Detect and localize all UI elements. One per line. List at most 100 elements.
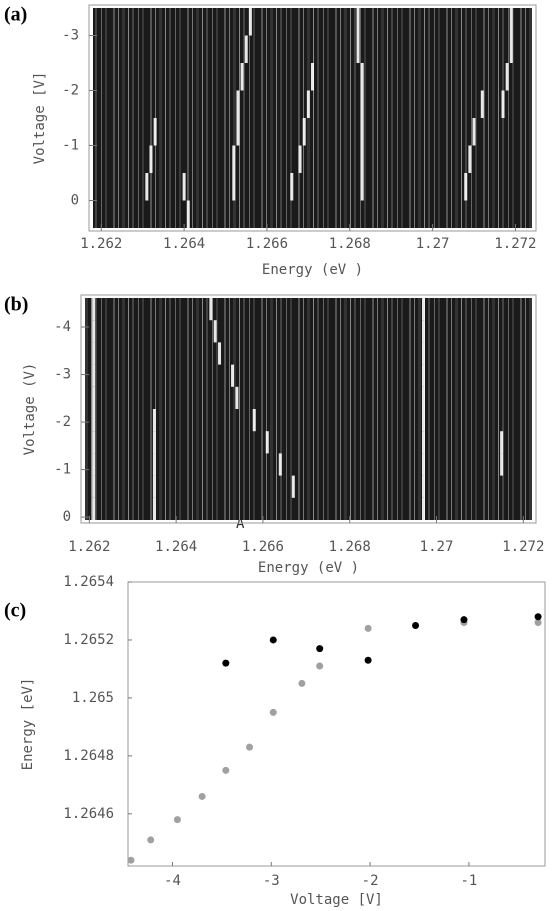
point xyxy=(412,621,420,629)
bright-line xyxy=(306,90,310,118)
bright-line xyxy=(145,173,149,201)
bright-line xyxy=(509,35,513,63)
y-tick-label: 1.265 xyxy=(72,690,114,706)
point xyxy=(222,766,230,774)
bright-line xyxy=(236,90,240,118)
x-tick-label: -3 xyxy=(263,873,280,889)
bright-line xyxy=(92,409,96,432)
panel-label: (b) xyxy=(4,294,28,316)
x-tick-label: 1.272 xyxy=(494,236,536,252)
bright-line xyxy=(422,386,426,409)
x-tick-label: 1.27 xyxy=(420,539,454,555)
bright-line xyxy=(422,409,426,432)
bright-line xyxy=(422,298,426,321)
bright-line xyxy=(422,431,426,454)
y-tick-label: 0 xyxy=(71,193,79,209)
bright-line xyxy=(152,453,156,476)
point xyxy=(127,856,135,864)
y-tick-label: 1.2654 xyxy=(63,574,114,590)
y-tick-label: -1 xyxy=(54,462,71,478)
bright-line xyxy=(92,342,96,365)
bright-line xyxy=(472,118,476,146)
bright-line xyxy=(92,386,96,409)
y-axis-label: Voltage (V) xyxy=(22,363,38,456)
bright-line xyxy=(422,453,426,476)
map-background xyxy=(93,8,532,228)
bright-line xyxy=(290,173,294,201)
bright-line xyxy=(92,320,96,343)
bright-line xyxy=(509,8,513,36)
bright-line xyxy=(92,298,96,321)
point xyxy=(460,616,468,624)
panel-label: (a) xyxy=(4,4,27,26)
bright-line xyxy=(153,118,157,146)
bright-line xyxy=(152,409,156,432)
x-tick-label: 1.266 xyxy=(246,236,288,252)
bright-line xyxy=(240,63,244,91)
bright-line xyxy=(501,90,505,118)
bright-line xyxy=(152,475,156,498)
y-tick-label: 1.2648 xyxy=(63,748,114,764)
map-background xyxy=(85,298,532,520)
y-tick-label: -3 xyxy=(54,367,71,383)
bright-line xyxy=(468,145,472,173)
bright-line xyxy=(422,342,426,365)
y-tick-label: -3 xyxy=(62,28,79,44)
point xyxy=(198,792,206,800)
point xyxy=(298,679,306,687)
bright-line xyxy=(360,173,364,201)
x-tick-label: 1.262 xyxy=(80,236,122,252)
bright-line xyxy=(302,118,306,146)
bright-line xyxy=(360,118,364,146)
point xyxy=(534,619,542,627)
bright-line xyxy=(265,431,269,454)
bright-line xyxy=(500,431,504,454)
frame xyxy=(127,581,546,867)
bright-line xyxy=(92,475,96,498)
x-tick-label: 1.27 xyxy=(416,236,450,252)
bright-line xyxy=(311,63,314,91)
y-tick-label: 0 xyxy=(63,509,71,525)
x-tick-label: -2 xyxy=(362,873,379,889)
point xyxy=(173,816,181,824)
bright-line xyxy=(360,145,364,173)
bright-line xyxy=(480,90,484,118)
bright-line xyxy=(92,431,96,454)
bright-line xyxy=(92,364,96,387)
y-tick-label: -4 xyxy=(54,319,71,335)
x-tick-label: -1 xyxy=(460,873,477,889)
bright-line xyxy=(152,497,156,520)
bright-line xyxy=(231,364,235,387)
y-tick-label: -1 xyxy=(62,138,79,154)
point xyxy=(364,624,372,632)
bright-line xyxy=(232,145,236,173)
x-axis-label: Energy (eV ) xyxy=(262,262,363,278)
bright-line xyxy=(356,8,360,36)
bright-line xyxy=(360,63,364,91)
bright-line xyxy=(422,475,426,498)
point xyxy=(534,613,542,621)
bright-line xyxy=(464,173,468,201)
bright-line xyxy=(213,320,217,343)
y-axis-label: Voltage [V] xyxy=(32,72,48,165)
bright-line xyxy=(182,173,186,201)
point xyxy=(147,836,155,844)
bright-line xyxy=(244,35,248,63)
x-tick-label: 1.268 xyxy=(329,236,371,252)
point xyxy=(269,636,277,644)
x-tick-label: 1.272 xyxy=(502,539,544,555)
x-tick-label: 1.262 xyxy=(68,539,110,555)
point xyxy=(269,708,277,716)
annotation: A xyxy=(236,516,245,532)
point xyxy=(222,659,230,667)
bright-line xyxy=(92,497,96,520)
x-tick-label: 1.264 xyxy=(155,539,197,555)
bright-line xyxy=(422,364,426,387)
bright-line xyxy=(356,35,360,63)
bright-line xyxy=(149,145,153,173)
bright-line xyxy=(298,145,302,173)
x-tick-label: 1.264 xyxy=(163,236,205,252)
bright-line xyxy=(186,200,190,228)
bright-line xyxy=(209,298,213,321)
